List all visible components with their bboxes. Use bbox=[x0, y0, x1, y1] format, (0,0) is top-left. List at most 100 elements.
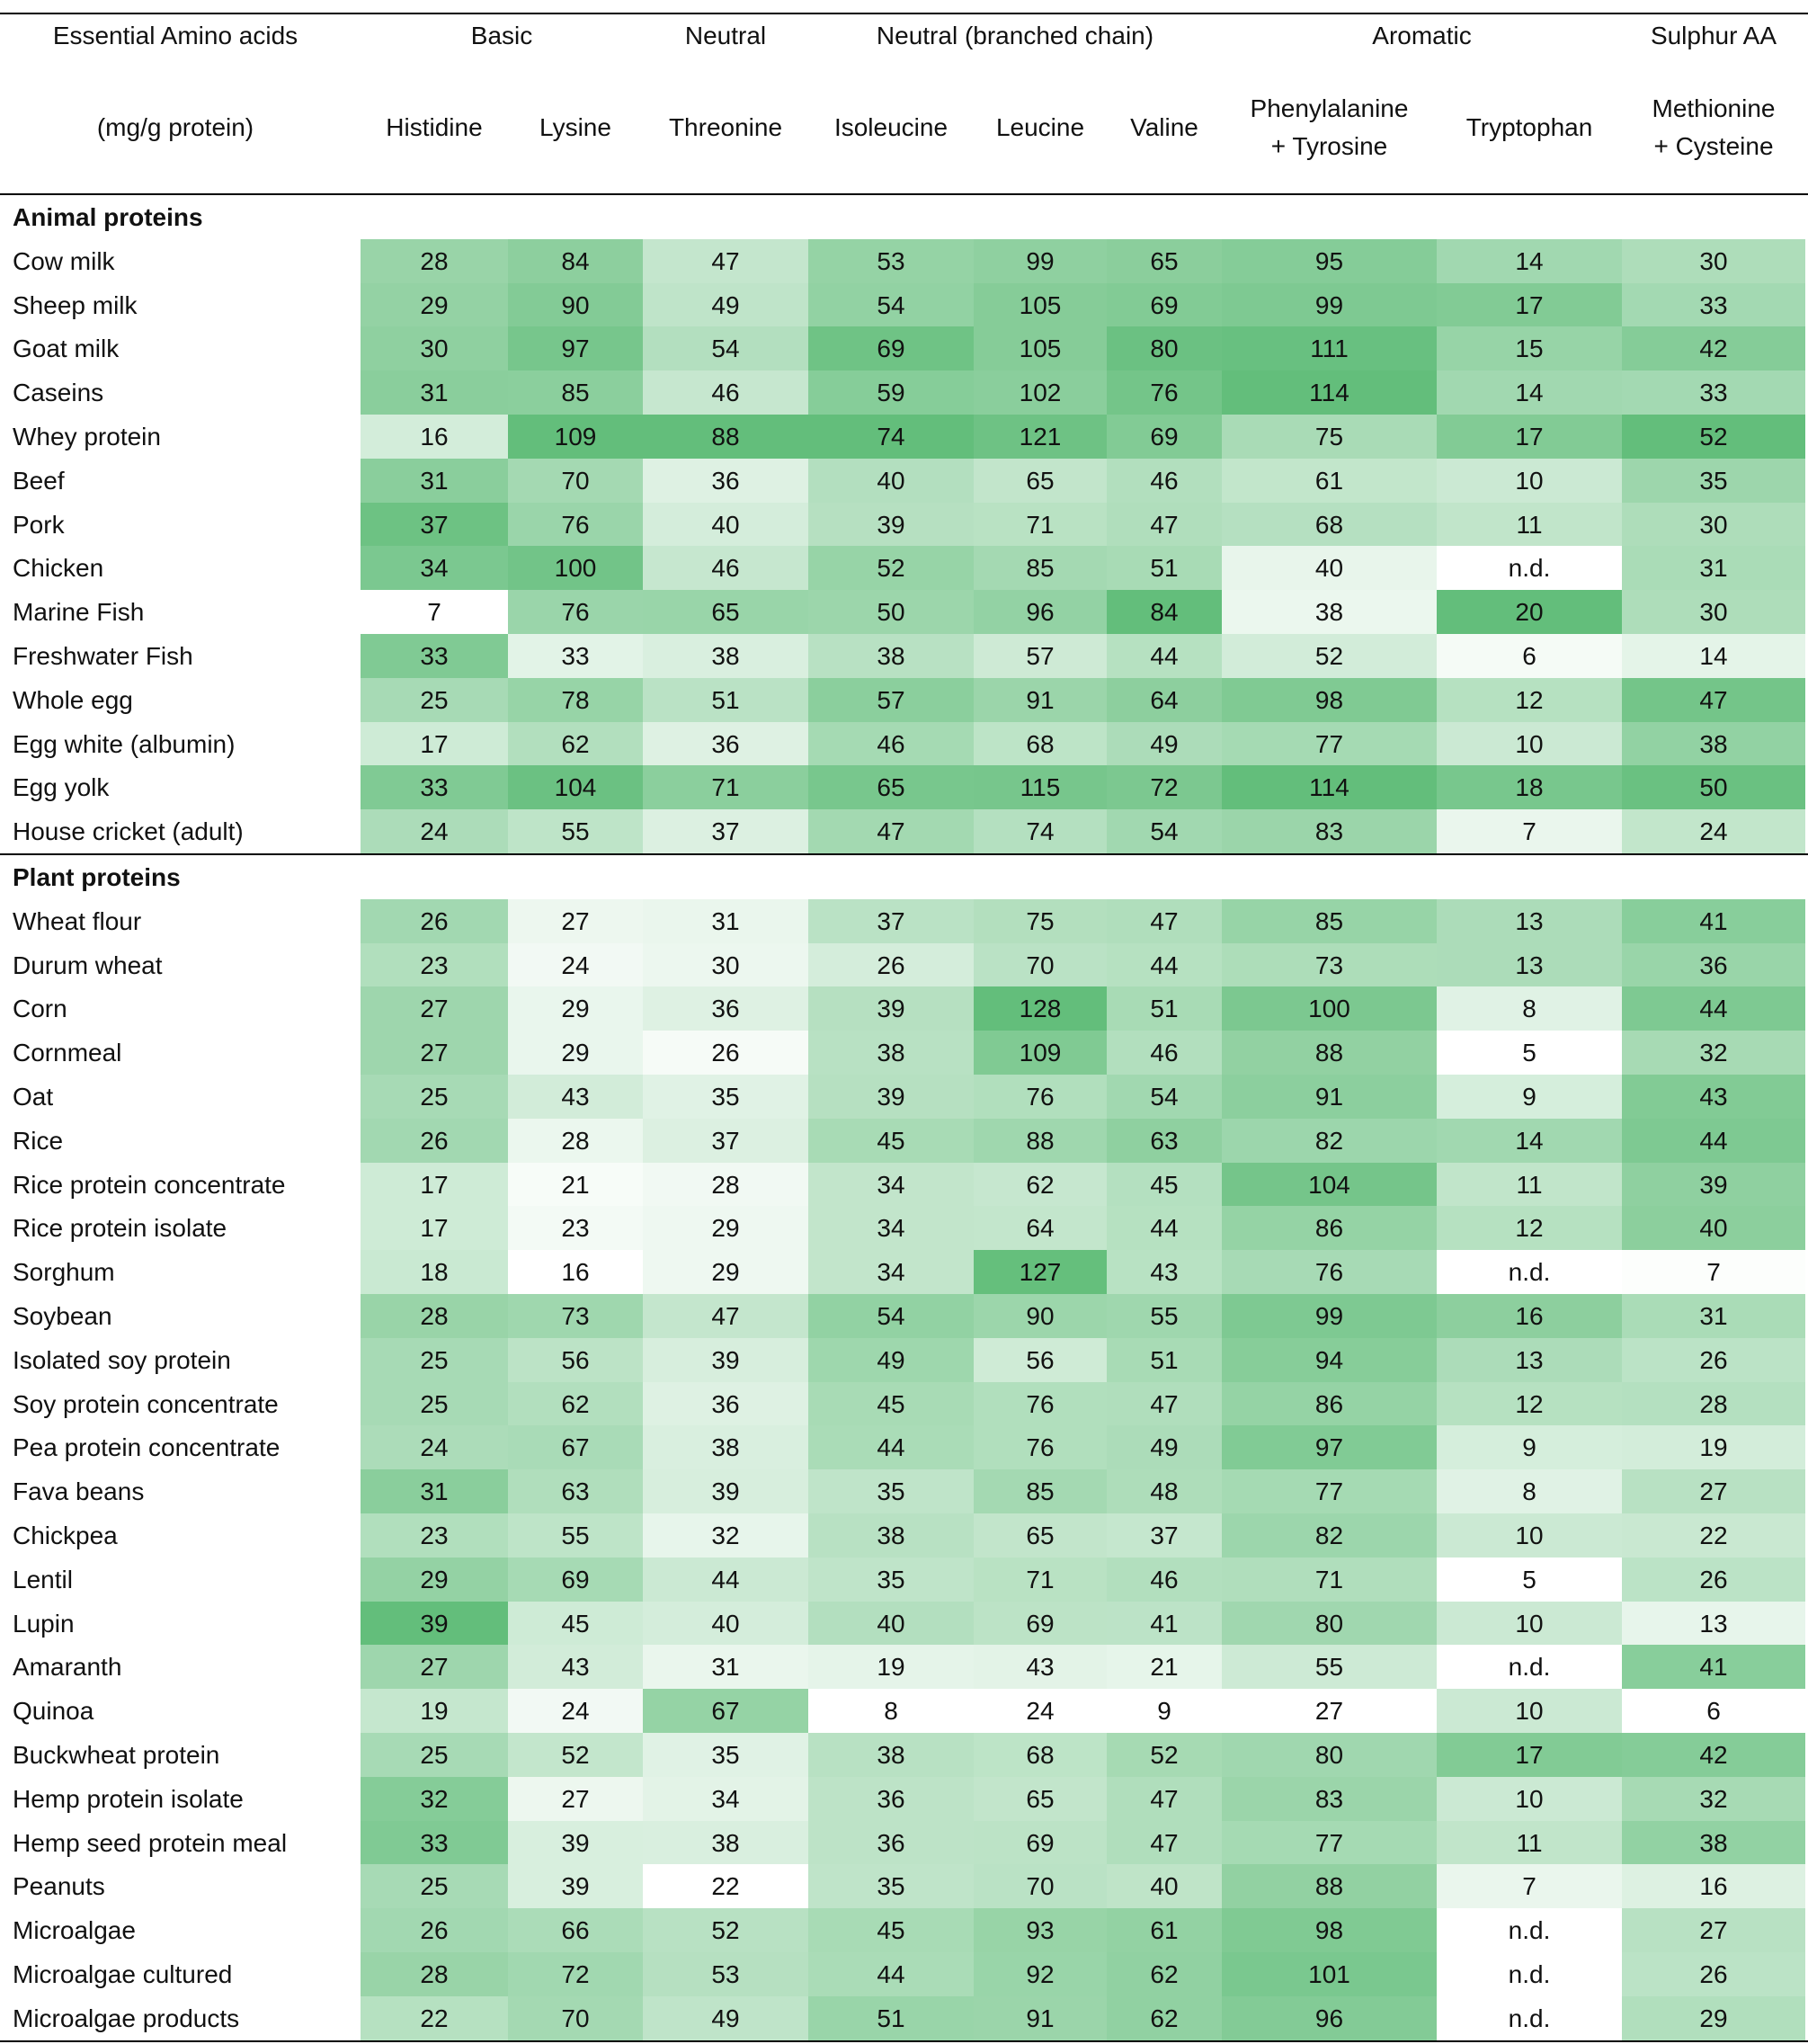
value-cell: 69 bbox=[974, 1601, 1107, 1646]
value-cell: 17 bbox=[361, 1206, 508, 1251]
value-cell: 85 bbox=[1222, 898, 1437, 943]
value-cell: 39 bbox=[508, 1820, 643, 1865]
value-cell: 47 bbox=[808, 809, 974, 854]
value-cell: 27 bbox=[361, 1645, 508, 1690]
row-label: Amaranth bbox=[13, 1653, 122, 1682]
value-cell: 33 bbox=[508, 634, 643, 678]
value-cell: 93 bbox=[974, 1908, 1107, 1953]
value-cell: 21 bbox=[508, 1162, 643, 1207]
value-cell: 80 bbox=[1222, 1601, 1437, 1646]
table-row: Amaranth 27 43 31 19 43 21 55 n.d. 41 bbox=[0, 1645, 1808, 1690]
value-cell: 7 bbox=[1437, 1864, 1622, 1909]
table-row: Sorghum 18 16 29 34 127 43 76 n.d. 7 bbox=[0, 1250, 1808, 1295]
value-cell: 7 bbox=[1622, 1250, 1805, 1295]
row-label: Goat milk bbox=[13, 335, 120, 363]
value-cell: 121 bbox=[974, 415, 1107, 459]
value-cell: 88 bbox=[1222, 1864, 1437, 1909]
value-cell: 46 bbox=[808, 721, 974, 766]
table-row: Soy protein concentrate 25 62 36 45 76 47 86 12 2… bbox=[0, 1381, 1808, 1426]
header-group: Basic bbox=[470, 22, 533, 49]
value-cell: 12 bbox=[1437, 1381, 1622, 1426]
value-cell: 13 bbox=[1437, 898, 1622, 943]
value-cell: 39 bbox=[508, 1864, 643, 1909]
value-cell: 63 bbox=[508, 1469, 643, 1514]
table-row: Egg yolk 33 104 71 65 115 72 114 18 50 bbox=[0, 765, 1808, 810]
value-cell: 29 bbox=[361, 282, 508, 327]
value-cell: 49 bbox=[1107, 721, 1222, 766]
value-cell: 11 bbox=[1437, 1820, 1622, 1865]
value-cell: 39 bbox=[808, 502, 974, 547]
value-cell: 96 bbox=[1222, 1995, 1437, 2040]
value-cell: 40 bbox=[1222, 546, 1437, 591]
value-cell: 44 bbox=[808, 1425, 974, 1470]
value-cell: 114 bbox=[1222, 370, 1437, 415]
value-cell: 24 bbox=[974, 1689, 1107, 1734]
table-row: Peanuts 25 39 22 35 70 40 88 7 16 bbox=[0, 1864, 1808, 1909]
value-cell: 38 bbox=[1622, 1820, 1805, 1865]
value-cell: 40 bbox=[643, 502, 808, 547]
value-cell: 8 bbox=[808, 1689, 974, 1734]
value-cell: 42 bbox=[1622, 326, 1805, 371]
value-cell: 13 bbox=[1622, 1601, 1805, 1646]
value-cell: 43 bbox=[508, 1075, 643, 1119]
value-cell: 76 bbox=[974, 1425, 1107, 1470]
value-cell: 16 bbox=[508, 1250, 643, 1295]
value-cell: 7 bbox=[1437, 809, 1622, 854]
value-cell: 36 bbox=[643, 458, 808, 503]
value-cell: 20 bbox=[1437, 590, 1622, 635]
value-cell: 11 bbox=[1437, 1162, 1622, 1207]
value-cell: 77 bbox=[1222, 1469, 1437, 1514]
row-label: Wheat flour bbox=[13, 906, 142, 935]
table-row: Whole egg 25 78 51 57 91 64 98 12 47 bbox=[0, 677, 1808, 722]
value-cell: 17 bbox=[1437, 1733, 1622, 1777]
value-cell: 17 bbox=[1437, 282, 1622, 327]
value-cell: 40 bbox=[643, 1601, 808, 1646]
header-group: Neutral bbox=[684, 22, 767, 49]
value-cell: 71 bbox=[1222, 1557, 1437, 1602]
section-divider bbox=[0, 853, 1808, 855]
value-cell: 90 bbox=[974, 1294, 1107, 1338]
value-cell: 57 bbox=[808, 677, 974, 722]
value-cell: 43 bbox=[1622, 1075, 1805, 1119]
header-group: Neutral (branched chain) bbox=[876, 22, 1154, 49]
table-row: Microalgae 26 66 52 45 93 61 98 n.d. 27 bbox=[0, 1908, 1808, 1953]
value-cell: 86 bbox=[1222, 1206, 1437, 1251]
value-cell: 74 bbox=[808, 415, 974, 459]
value-cell: 16 bbox=[1622, 1864, 1805, 1909]
value-cell: 48 bbox=[1107, 1469, 1222, 1514]
value-cell: 24 bbox=[508, 942, 643, 987]
value-cell: 29 bbox=[1622, 1995, 1805, 2040]
value-cell: 99 bbox=[974, 238, 1107, 283]
table-row: Oat 25 43 35 39 76 54 91 9 43 bbox=[0, 1075, 1808, 1119]
value-cell: 104 bbox=[1222, 1162, 1437, 1207]
value-cell: 6 bbox=[1622, 1689, 1805, 1734]
table-row: Microalgae products 22 70 49 51 91 62 96 n.d. 29 bbox=[0, 1995, 1808, 2040]
value-cell: 94 bbox=[1222, 1337, 1437, 1382]
value-cell: 49 bbox=[643, 282, 808, 327]
value-cell: 29 bbox=[643, 1206, 808, 1251]
header-essential-amino-acids: Essential Amino acids bbox=[52, 22, 298, 49]
value-cell: 26 bbox=[361, 1908, 508, 1953]
value-cell: 38 bbox=[808, 1513, 974, 1558]
row-label: Pork bbox=[13, 510, 65, 539]
value-cell: 27 bbox=[361, 1031, 508, 1076]
value-cell: 31 bbox=[361, 1469, 508, 1514]
section-title: Animal proteins bbox=[13, 203, 203, 231]
value-cell: 36 bbox=[1622, 942, 1805, 987]
value-cell: 85 bbox=[508, 370, 643, 415]
value-cell: 49 bbox=[1107, 1425, 1222, 1470]
value-cell: 26 bbox=[808, 942, 974, 987]
value-cell: 55 bbox=[1107, 1294, 1222, 1338]
value-cell: 40 bbox=[1107, 1864, 1222, 1909]
value-cell: 34 bbox=[808, 1162, 974, 1207]
value-cell: 46 bbox=[1107, 458, 1222, 503]
value-cell: 25 bbox=[361, 1733, 508, 1777]
value-cell: 71 bbox=[974, 1557, 1107, 1602]
value-cell: 24 bbox=[1622, 809, 1805, 854]
value-cell: 40 bbox=[808, 1601, 974, 1646]
value-cell: 70 bbox=[974, 942, 1107, 987]
value-cell: 26 bbox=[1622, 1557, 1805, 1602]
column-header: Threonine bbox=[668, 113, 783, 141]
value-cell: 56 bbox=[974, 1337, 1107, 1382]
section-title: Plant proteins bbox=[13, 863, 181, 891]
